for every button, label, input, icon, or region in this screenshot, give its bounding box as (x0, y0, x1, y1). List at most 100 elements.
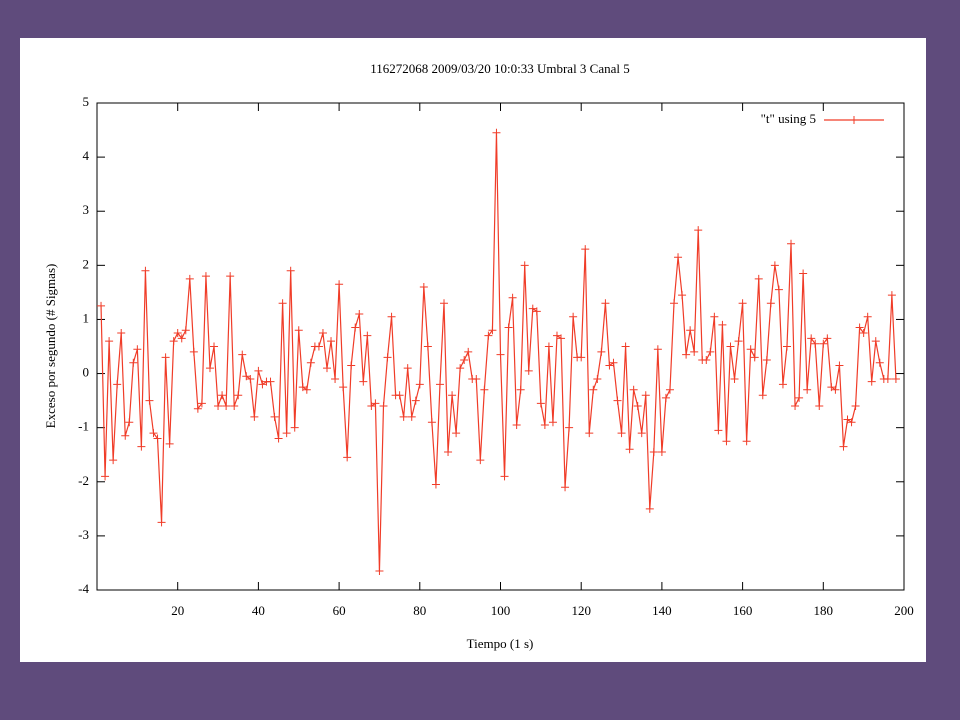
point (230, 402, 239, 411)
point (811, 339, 820, 348)
point (516, 385, 525, 394)
y-tick-label: 1 (83, 310, 90, 325)
point (226, 272, 235, 281)
point (193, 404, 202, 413)
point (157, 518, 166, 527)
point (254, 366, 263, 375)
y-tick-label: 3 (83, 202, 90, 217)
point (476, 456, 485, 465)
point (318, 328, 327, 337)
point (552, 331, 561, 340)
point (133, 345, 142, 354)
point (795, 393, 804, 402)
point (637, 429, 646, 438)
point (258, 380, 267, 389)
point (185, 274, 194, 283)
point (250, 412, 259, 421)
point (674, 253, 683, 262)
point (302, 385, 311, 394)
point (782, 342, 791, 351)
y-tick-label: -4 (78, 581, 89, 596)
point (787, 239, 796, 248)
point (758, 391, 767, 400)
point (492, 128, 501, 137)
point (629, 385, 638, 394)
point (532, 307, 541, 316)
legend-marker (850, 116, 858, 124)
point (440, 299, 449, 308)
y-tick-label: -1 (78, 419, 89, 434)
point (678, 291, 687, 300)
point (153, 434, 162, 443)
point (129, 358, 138, 367)
point (799, 269, 808, 278)
x-tick-label: 120 (571, 603, 591, 618)
point (484, 331, 493, 340)
point (702, 356, 711, 365)
point (452, 429, 461, 438)
point (427, 418, 436, 427)
point (609, 358, 618, 367)
chart-title: 116272068 2009/03/20 10:0:33 Umbral 3 Ca… (370, 61, 630, 76)
point (294, 326, 303, 335)
point (762, 356, 771, 365)
point (282, 429, 291, 438)
y-tick-label: 0 (83, 365, 90, 380)
point (101, 472, 110, 481)
point (407, 412, 416, 421)
point (210, 342, 219, 351)
y-tick-label: -2 (78, 473, 89, 488)
point (791, 402, 800, 411)
point (863, 312, 872, 321)
point (327, 337, 336, 346)
x-tick-label: 160 (733, 603, 753, 618)
point (444, 448, 453, 457)
point (641, 391, 650, 400)
point (109, 456, 118, 465)
point (657, 448, 666, 457)
point (270, 412, 279, 421)
point (339, 383, 348, 392)
series-line (100, 132, 897, 572)
point (363, 331, 372, 340)
point (726, 342, 735, 351)
point (97, 301, 106, 310)
point (343, 453, 352, 462)
point (149, 429, 158, 438)
point (242, 372, 251, 381)
point (561, 483, 570, 492)
point (722, 437, 731, 446)
point (625, 445, 634, 454)
point (335, 280, 344, 289)
point (581, 245, 590, 254)
point (835, 361, 844, 370)
point (145, 396, 154, 405)
point (496, 350, 505, 359)
point (359, 377, 368, 386)
point (512, 420, 521, 429)
point (351, 323, 360, 332)
point (597, 347, 606, 356)
point (508, 293, 517, 302)
point (524, 366, 533, 375)
point (347, 361, 356, 370)
point (431, 480, 440, 489)
point (847, 418, 856, 427)
point (181, 326, 190, 335)
x-tick-label: 60 (333, 603, 346, 618)
point (746, 345, 755, 354)
point (500, 472, 509, 481)
point (690, 347, 699, 356)
point (169, 337, 178, 346)
point (488, 326, 497, 335)
point (891, 374, 900, 383)
point (415, 380, 424, 389)
point (617, 429, 626, 438)
point (807, 334, 816, 343)
point (770, 261, 779, 270)
point (633, 402, 642, 411)
point (548, 418, 557, 427)
point (480, 385, 489, 394)
point (855, 323, 864, 332)
point (528, 304, 537, 313)
